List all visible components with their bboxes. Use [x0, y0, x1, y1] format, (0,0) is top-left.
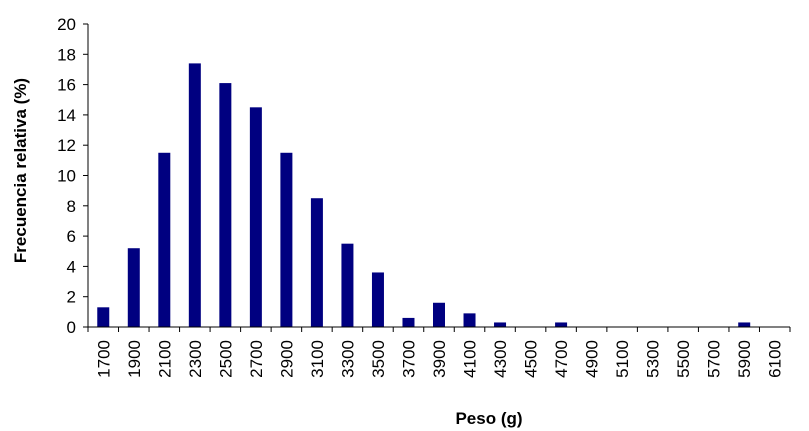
bar — [371, 272, 384, 327]
bar — [97, 307, 110, 327]
y-tick-label: 14 — [57, 106, 76, 125]
bar — [310, 198, 323, 327]
bar — [219, 83, 232, 328]
y-tick-label: 8 — [67, 197, 76, 216]
bar — [127, 248, 140, 327]
x-tick-label: 5100 — [613, 340, 632, 378]
bar — [555, 322, 568, 327]
y-tick-label: 18 — [57, 45, 76, 64]
bar — [402, 317, 415, 327]
x-tick-label: 1900 — [125, 340, 144, 378]
bar — [249, 107, 262, 327]
x-tick-label: 2500 — [216, 340, 235, 378]
y-axis-title: Frecuencia relativa (%) — [11, 78, 30, 263]
x-tick-label: 4100 — [461, 340, 480, 378]
y-tick-label: 10 — [57, 167, 76, 186]
y-tick-label: 2 — [67, 288, 76, 307]
x-tick-label: 4700 — [552, 340, 571, 378]
y-tick-label: 16 — [57, 76, 76, 95]
bar — [738, 322, 751, 327]
x-axis-title: Peso (g) — [455, 409, 522, 428]
x-tick-label: 3900 — [430, 340, 449, 378]
x-tick-label: 2900 — [277, 340, 296, 378]
x-tick-label: 3700 — [399, 340, 418, 378]
y-tick-label: 6 — [67, 227, 76, 246]
bar — [341, 243, 354, 327]
x-tick-label: 4900 — [583, 340, 602, 378]
x-tick-label: 3100 — [308, 340, 327, 378]
x-tick-label: 5500 — [674, 340, 693, 378]
x-tick-label: 4500 — [522, 340, 541, 378]
y-tick-label: 0 — [67, 318, 76, 337]
y-tick-label: 4 — [67, 257, 76, 276]
x-tick-label: 2700 — [247, 340, 266, 378]
x-tick-label: 4300 — [491, 340, 510, 378]
bar — [188, 63, 201, 327]
x-tick-label: 6100 — [766, 340, 785, 378]
x-tick-label: 5700 — [705, 340, 724, 378]
bars — [97, 63, 751, 328]
x-tick-label: 2100 — [155, 340, 174, 378]
x-tick-label: 3300 — [338, 340, 357, 378]
y-tick-label: 20 — [57, 15, 76, 34]
x-tick-label: 3500 — [369, 340, 388, 378]
x-tick-label: 5300 — [644, 340, 663, 378]
x-axis-ticks: 1700 1900 2100 2300 2500 2700 2900 3100 3300 3500… — [87, 327, 791, 378]
bar — [463, 313, 476, 327]
bar — [494, 322, 507, 327]
bar — [158, 152, 171, 327]
bar — [433, 302, 445, 327]
y-axis-ticks: 0 2 4 6 8 10 12 14 16 18 20 — [57, 15, 88, 337]
x-tick-label: 1700 — [94, 340, 113, 378]
x-tick-label: 2300 — [186, 340, 205, 378]
y-tick-label: 12 — [57, 136, 76, 155]
bar — [280, 152, 293, 327]
x-tick-label: 5900 — [735, 340, 754, 378]
